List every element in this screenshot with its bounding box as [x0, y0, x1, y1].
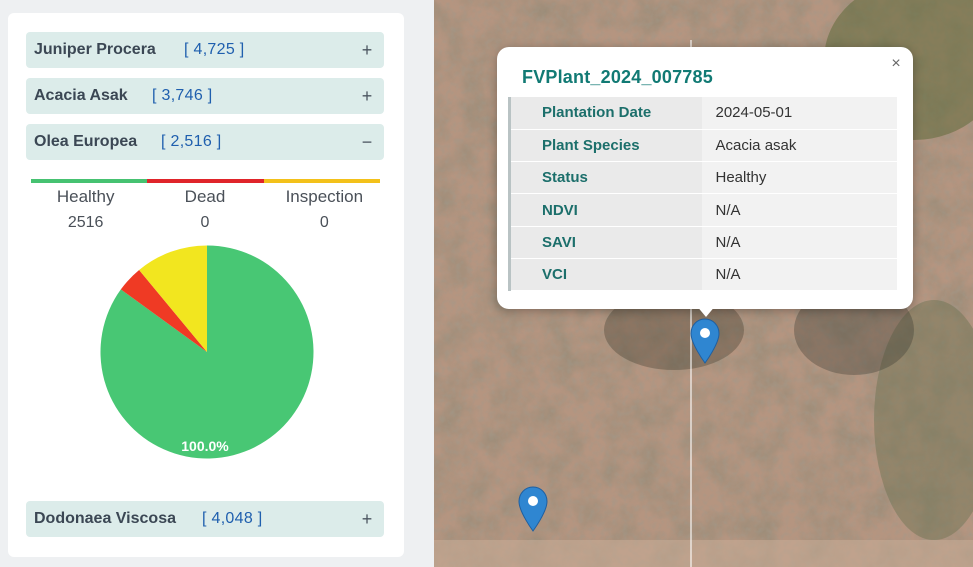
attribute-key: VCI: [508, 258, 702, 292]
attribute-value: Healthy: [701, 161, 897, 195]
attribute-value: 2024-05-01: [701, 97, 897, 130]
expand-icon[interactable]: +: [361, 508, 373, 529]
popup-title: FVPlant_2024_007785: [522, 67, 713, 87]
attribute-row: VCI N/A: [508, 258, 897, 292]
species-row-acacia-asak[interactable]: Acacia Asak [ 3,746 ] +: [26, 78, 384, 114]
attribute-key: Plant Species: [508, 129, 702, 163]
pie-slice[interactable]: [120, 269, 207, 352]
dead-bar: [147, 179, 264, 183]
attribute-key: SAVI: [508, 226, 702, 259]
status-label: Inspection: [285, 187, 364, 206]
attribute-value: N/A: [701, 193, 897, 227]
status-healthy[interactable]: Healthy 2516: [26, 187, 145, 233]
pie-slice[interactable]: [139, 245, 207, 353]
attribute-value: N/A: [701, 226, 897, 259]
status-value: 0: [319, 214, 329, 231]
status-color-bars: [31, 179, 380, 183]
collapse-icon[interactable]: −: [361, 131, 373, 152]
species-row-olea-europea[interactable]: Olea Europea [ 2,516 ] −: [26, 124, 384, 160]
species-count: [ 2,516 ]: [161, 133, 222, 150]
plant-attributes-table: Plantation Date 2024-05-01 Plant Species Ac…: [508, 97, 897, 292]
healthy-bar: [31, 179, 148, 183]
status-dead[interactable]: Dead 0: [145, 187, 264, 233]
expand-icon[interactable]: +: [361, 39, 373, 60]
attribute-value: Acacia asak: [701, 129, 897, 163]
map-marker-icon[interactable]: [518, 486, 548, 532]
pie-data-label: 100.0%: [181, 438, 229, 454]
popup-pointer: [696, 305, 716, 317]
attribute-key: Plantation Date: [508, 97, 702, 130]
plant-info-popup: FVPlant_2024_007785 × Plantation Date 202…: [497, 47, 913, 309]
map-marker-icon[interactable]: [690, 318, 720, 364]
species-row-juniper-procera[interactable]: Juniper Procera [ 4,725 ] +: [26, 32, 384, 68]
attribute-key: Status: [508, 161, 702, 195]
species-row-dodonaea-viscosa[interactable]: Dodonaea Viscosa [ 4,048 ] +: [26, 501, 384, 537]
attribute-row: NDVI N/A: [508, 193, 897, 227]
status-summary: Healthy 2516 Dead 0 Inspection 0: [26, 187, 384, 233]
species-name: Acacia Asak: [34, 87, 128, 104]
close-icon[interactable]: ×: [891, 55, 901, 72]
status-inspection[interactable]: Inspection 0: [265, 187, 384, 233]
attribute-value: N/A: [701, 258, 897, 292]
attribute-row: Plant Species Acacia asak: [508, 129, 897, 163]
status-value: 0: [200, 214, 210, 231]
inspection-bar: [263, 179, 380, 183]
species-count: [ 4,048 ]: [202, 510, 263, 527]
attribute-row: Plantation Date 2024-05-01: [508, 97, 897, 130]
expand-icon[interactable]: +: [361, 85, 373, 106]
status-label: Healthy: [56, 187, 115, 206]
species-count: [ 4,725 ]: [184, 41, 245, 58]
species-count: [ 3,746 ]: [152, 87, 213, 104]
species-name: Dodonaea Viscosa: [34, 510, 176, 527]
species-name: Juniper Procera: [34, 41, 156, 58]
attribute-row: SAVI N/A: [508, 226, 897, 259]
attribute-key: NDVI: [508, 193, 702, 227]
status-pie-chart[interactable]: 100.0%: [98, 243, 316, 461]
status-value: 2516: [67, 214, 104, 231]
attribute-row: Status Healthy: [508, 161, 897, 195]
species-panel: Juniper Procera [ 4,725 ] + Acacia Asak …: [8, 13, 404, 557]
species-name: Olea Europea: [34, 133, 138, 150]
pie-slice[interactable]: [100, 245, 314, 459]
status-label: Dead: [184, 187, 226, 206]
